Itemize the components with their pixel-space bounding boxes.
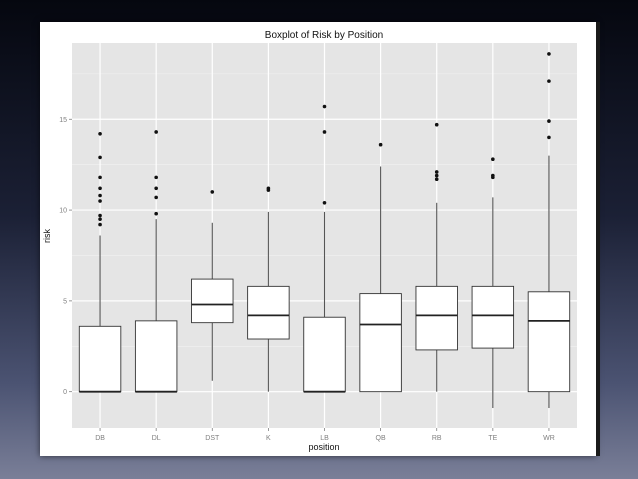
outlier-point-db xyxy=(98,175,102,180)
outlier-point-db xyxy=(98,213,102,218)
outlier-point-wr xyxy=(547,119,551,123)
outlier-point-db xyxy=(98,217,102,221)
box-rb xyxy=(415,285,458,351)
box-layer xyxy=(78,52,571,409)
outlier-point-wr xyxy=(547,52,551,56)
y-tick-label: 10 xyxy=(59,208,67,215)
x-tick-label: QB xyxy=(376,435,386,442)
outlier-point-te xyxy=(491,173,495,178)
x-tick-label: DB xyxy=(95,435,105,442)
slide-edge-strip xyxy=(596,22,600,456)
outlier-point-db xyxy=(98,199,102,203)
outlier-point-te xyxy=(491,157,495,162)
outlier-point-dl xyxy=(154,211,158,216)
x-tick-label: RB xyxy=(432,435,442,442)
y-tick-label: 0 xyxy=(63,389,67,396)
outlier-point-lb xyxy=(322,104,327,109)
outlier-point-wr xyxy=(547,135,551,140)
outlier-point-db xyxy=(98,132,102,136)
x-tick-label: LB xyxy=(320,435,329,442)
box-qb xyxy=(359,293,402,393)
outlier-point-rb xyxy=(434,170,439,174)
outlier-point-qb xyxy=(378,142,383,147)
x-tick-label: TE xyxy=(488,435,497,442)
x-axis-label: position xyxy=(308,442,339,452)
chart-title: Boxplot of Risk by Position xyxy=(265,30,383,41)
outlier-point-dl xyxy=(154,195,158,200)
outlier-point-k xyxy=(266,186,271,191)
axis-layer: 0 5 10 15 DB DL DST K LB QB RB TE WR xyxy=(59,117,555,442)
box-te xyxy=(471,285,515,349)
box-db xyxy=(78,325,122,393)
y-tick-label: 15 xyxy=(59,117,67,124)
outlier-point-wr xyxy=(547,79,551,83)
x-tick-label: K xyxy=(266,435,271,442)
outlier-point-lb xyxy=(322,201,327,205)
outlier-point-db xyxy=(98,155,102,160)
outlier-point-db xyxy=(98,186,102,191)
outlier-point-dl xyxy=(154,186,158,191)
outlier-point-db xyxy=(98,193,102,198)
box-dst xyxy=(191,278,234,324)
x-tick-label: DL xyxy=(152,435,161,442)
box-lb xyxy=(303,316,346,393)
outlier-point-rb xyxy=(434,173,439,178)
box-k xyxy=(247,285,290,340)
x-tick-label: WR xyxy=(543,435,555,442)
y-axis-label: risk xyxy=(42,229,52,243)
y-tick-label: 5 xyxy=(63,298,67,305)
outlier-point-rb xyxy=(434,177,439,182)
outlier-point-dst xyxy=(210,190,215,194)
outlier-point-db xyxy=(98,222,102,227)
outlier-point-rb xyxy=(434,122,439,127)
box-wr xyxy=(527,291,571,393)
outlier-point-dl xyxy=(154,175,158,180)
outlier-point-lb xyxy=(322,130,327,134)
box-dl xyxy=(134,320,178,393)
outlier-point-dl xyxy=(154,130,158,134)
x-tick-label: DST xyxy=(205,435,220,442)
